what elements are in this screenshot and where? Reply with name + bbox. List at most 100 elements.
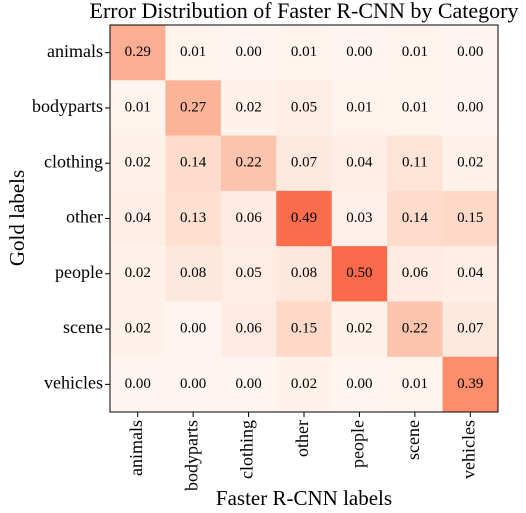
x-tick-label: other [292,420,312,457]
cell-label: 0.07 [457,321,484,337]
heatmap-cell [110,135,166,192]
cell-label: 0.11 [402,155,428,171]
heatmap-cell [165,301,222,358]
cell-label: 0.04 [457,265,484,281]
cell-label: 0.02 [125,155,151,171]
cell-label: 0.13 [180,210,206,226]
y-tick-label: clothing [44,151,103,171]
heatmap-cell [276,25,333,81]
heatmap-cell [387,135,444,192]
cell-label: 0.14 [180,155,207,171]
cell-label: 0.00 [457,99,483,115]
heatmap-cell [276,190,333,247]
cell-label: 0.22 [402,321,428,337]
y-tick-label: bodyparts [32,96,103,116]
cell-label: 0.02 [125,321,151,337]
cell-label: 0.02 [125,265,151,281]
heatmap-cell [387,25,444,81]
cell-label: 0.02 [346,321,372,337]
heatmap-cell [165,356,222,413]
x-tick-label: vehicles [458,420,478,479]
heatmap-cell [387,80,444,137]
heatmap-cell [442,356,499,413]
heatmap-cell [387,190,444,247]
cell-label: 0.07 [291,155,318,171]
x-tick-label: animals [126,420,146,476]
heatmap-cell [331,301,388,358]
heatmap-cell [276,356,333,413]
heatmap-cell [331,80,388,137]
cell-label: 0.01 [180,44,206,60]
cell-label: 0.49 [291,210,317,226]
heatmap-cell [331,135,388,192]
cell-label: 0.02 [291,376,317,392]
heatmap-cell [331,246,388,302]
heatmap-cell [442,135,499,192]
cell-label: 0.15 [291,321,317,337]
heatmap-cell [276,246,333,302]
cell-label: 0.08 [291,265,317,281]
heatmap-cell [220,135,277,192]
cell-label: 0.15 [457,210,483,226]
heatmap-cell [276,301,333,358]
cell-label: 0.04 [346,155,373,171]
heatmap-cell [220,25,277,81]
heatmap-cell [276,80,333,137]
y-axis-label: Gold labels [5,170,29,266]
cell-label: 0.06 [235,210,262,226]
heatmap-cell [110,301,166,358]
heatmap-cell [387,356,444,413]
cell-label: 0.05 [235,265,261,281]
cell-label: 0.01 [291,44,317,60]
cell-label: 0.00 [346,44,372,60]
heatmap-cell [165,246,222,302]
heatmap-cell [220,246,277,302]
x-tick-label: scene [403,420,423,460]
heatmap-cell [442,80,499,137]
heatmap-cell [331,25,388,81]
heatmap-cell [442,246,499,302]
heatmap-cell [110,246,166,302]
cell-label: 0.02 [235,99,261,115]
cell-label: 0.00 [457,44,483,60]
heatmap-cell [165,190,222,247]
heatmap-cell [110,190,166,247]
chart-title: Error Distribution of Faster R-CNN by Ca… [90,0,519,23]
heatmap-cell [110,80,166,137]
y-tick-label: scene [63,317,103,337]
y-tick-label: animals [47,41,103,61]
cell-label: 0.50 [346,265,372,281]
heatmap-cell [220,80,277,137]
x-tick-label: people [348,420,368,468]
heatmap-cell [331,190,388,247]
x-tick-label: clothing [237,420,257,479]
x-axis-label: Faster R-CNN labels [216,486,392,510]
cell-label: 0.05 [291,99,317,115]
cell-label: 0.39 [457,376,483,392]
cell-label: 0.14 [402,210,429,226]
x-tick-label: bodyparts [181,420,201,491]
cell-label: 0.06 [402,265,429,281]
cell-label: 0.01 [402,44,428,60]
heatmap-cell [331,356,388,413]
cell-label: 0.02 [457,155,483,171]
cell-label: 0.01 [402,99,428,115]
cell-label: 0.08 [180,265,206,281]
heatmap-cell [165,25,222,81]
y-tick-label: people [55,262,103,282]
cell-label: 0.22 [235,155,261,171]
cell-label: 0.04 [125,210,152,226]
cell-label: 0.03 [346,210,372,226]
y-tick-label: vehicles [44,372,103,392]
heatmap-cell [276,135,333,192]
heatmap-cell [442,25,499,81]
heatmap-cell [387,246,444,302]
heatmap-cell [442,190,499,247]
cell-label: 0.06 [235,321,262,337]
y-tick-label: other [66,207,103,227]
cell-label: 0.29 [125,44,151,60]
cell-label: 0.00 [235,44,261,60]
cell-label: 0.00 [235,376,261,392]
heatmap-cell [387,301,444,358]
